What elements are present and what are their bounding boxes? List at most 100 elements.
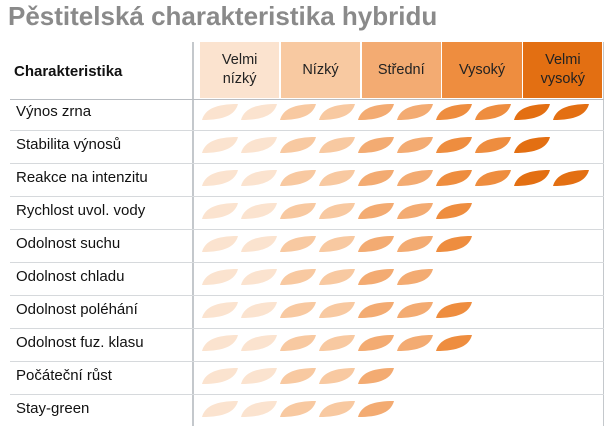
rating-leaf-icon: [241, 335, 277, 351]
rating-leaf-icon: [202, 335, 238, 351]
rating-leaf-icon: [397, 137, 433, 153]
rating-leaf-icon: [280, 401, 316, 417]
rating-leaf-icon: [436, 335, 472, 351]
level-label: Střední: [377, 61, 425, 78]
row-divider: [10, 328, 604, 329]
level-header: Velmi nízký Nízký Střední Vysoký Velmi v…: [200, 42, 604, 98]
rating-leaf-icon: [358, 170, 394, 186]
rating-leaf-icon: [280, 269, 316, 285]
rating-leaf-icon: [397, 170, 433, 186]
rating-leaf-icon: [241, 104, 277, 120]
row-label: Odolnost suchu: [16, 235, 121, 252]
row-label: Stay-green: [16, 400, 90, 417]
rating-leaf-icon: [241, 203, 277, 219]
rating-leaf-icon: [436, 302, 472, 318]
rating-leaf-icon: [358, 203, 394, 219]
rating-leaf-icon: [436, 137, 472, 153]
level-very-high: Velmi vysoký: [523, 42, 603, 98]
level-label: Velmi vysoký: [540, 52, 585, 87]
level-low: Nízký: [280, 42, 361, 98]
rating-leaf-icon: [397, 269, 433, 285]
page-title: Pěstitelská charakteristika hybridu: [8, 1, 438, 31]
rating-leaf-icon: [241, 170, 277, 186]
rating-leaf-icon: [202, 137, 238, 153]
rating-leaf-icon: [358, 302, 394, 318]
rating-leaf-icon: [319, 170, 355, 186]
rating-leaf-icon: [202, 302, 238, 318]
row-divider: [10, 361, 604, 362]
level-label: Velmi nízký: [221, 52, 258, 87]
rating-leaf-icon: [280, 137, 316, 153]
rating-leaf-icon: [241, 137, 277, 153]
rating-leaf-icon: [475, 170, 511, 186]
level-label: Nízký: [302, 61, 339, 78]
level-high: Vysoký: [442, 42, 522, 98]
rating-leaf-icon: [319, 137, 355, 153]
rating-leaf-icon: [358, 236, 394, 252]
rating-leaf-icon: [202, 170, 238, 186]
rating-leaf-icon: [397, 104, 433, 120]
rating-leaf-icon: [202, 203, 238, 219]
rating-leaf-icon: [280, 368, 316, 384]
column-header: Charakteristika: [14, 63, 123, 80]
row-divider: [10, 130, 604, 131]
rating-leaf-icon: [319, 335, 355, 351]
rating-leaf-icon: [319, 104, 355, 120]
rating-leaf-icon: [280, 335, 316, 351]
row-label: Počáteční růst: [16, 367, 112, 384]
rating-leaf-icon: [397, 335, 433, 351]
rating-leaf-icon: [241, 269, 277, 285]
rating-leaf-icon: [475, 137, 511, 153]
row-label: Odolnost fuz. klasu: [16, 334, 144, 351]
rating-leaf-icon: [319, 236, 355, 252]
rating-leaf-icon: [241, 236, 277, 252]
row-label: Odolnost poléhání: [16, 301, 138, 318]
row-label: Stabilita výnosů: [16, 136, 122, 153]
rating-leaf-icon: [397, 203, 433, 219]
rating-leaf-icon: [202, 104, 238, 120]
rating-leaf-icon: [358, 104, 394, 120]
rating-leaf-icon: [358, 335, 394, 351]
rating-leaf-icon: [319, 302, 355, 318]
rating-leaf-icon: [202, 269, 238, 285]
rating-leaf-icon: [358, 401, 394, 417]
rating-leaf-icon: [319, 269, 355, 285]
rating-leaf-icon: [475, 104, 511, 120]
row-divider: [10, 394, 604, 395]
row-divider: [10, 295, 604, 296]
level-medium: Střední: [361, 42, 441, 98]
row-divider: [10, 163, 604, 164]
rating-leaf-icon: [319, 368, 355, 384]
level-label: Vysoký: [458, 61, 506, 78]
rating-leaf-icon: [280, 236, 316, 252]
row-divider: [10, 229, 604, 230]
rating-leaf-icon: [241, 368, 277, 384]
rating-leaf-icon: [553, 104, 589, 120]
rating-leaf-icon: [241, 401, 277, 417]
rating-leaf-icon: [514, 104, 550, 120]
row-divider: [10, 262, 604, 263]
rating-leaf-icon: [241, 302, 277, 318]
rating-leaf-icon: [202, 368, 238, 384]
rating-leaf-icon: [514, 137, 550, 153]
row-label: Reakce na intenzitu: [16, 169, 148, 186]
rating-leaf-icon: [553, 170, 589, 186]
rating-leaf-icon: [358, 137, 394, 153]
vertical-divider: [603, 42, 604, 426]
row-label: Odolnost chladu: [16, 268, 125, 285]
rating-leaf-icon: [436, 203, 472, 219]
row-label: Rychlost uvol. vody: [16, 202, 146, 219]
row-divider: [10, 196, 604, 197]
rating-leaf-icon: [202, 236, 238, 252]
rating-leaf-icon: [436, 170, 472, 186]
row-label: Výnos zrna: [16, 103, 92, 120]
rating-leaf-icon: [319, 401, 355, 417]
rating-leaf-icon: [436, 236, 472, 252]
rating-leaf-icon: [319, 203, 355, 219]
level-very-low: Velmi nízký: [200, 42, 280, 98]
rating-leaf-icon: [202, 401, 238, 417]
rating-leaf-icon: [397, 302, 433, 318]
rating-leaf-icon: [280, 203, 316, 219]
